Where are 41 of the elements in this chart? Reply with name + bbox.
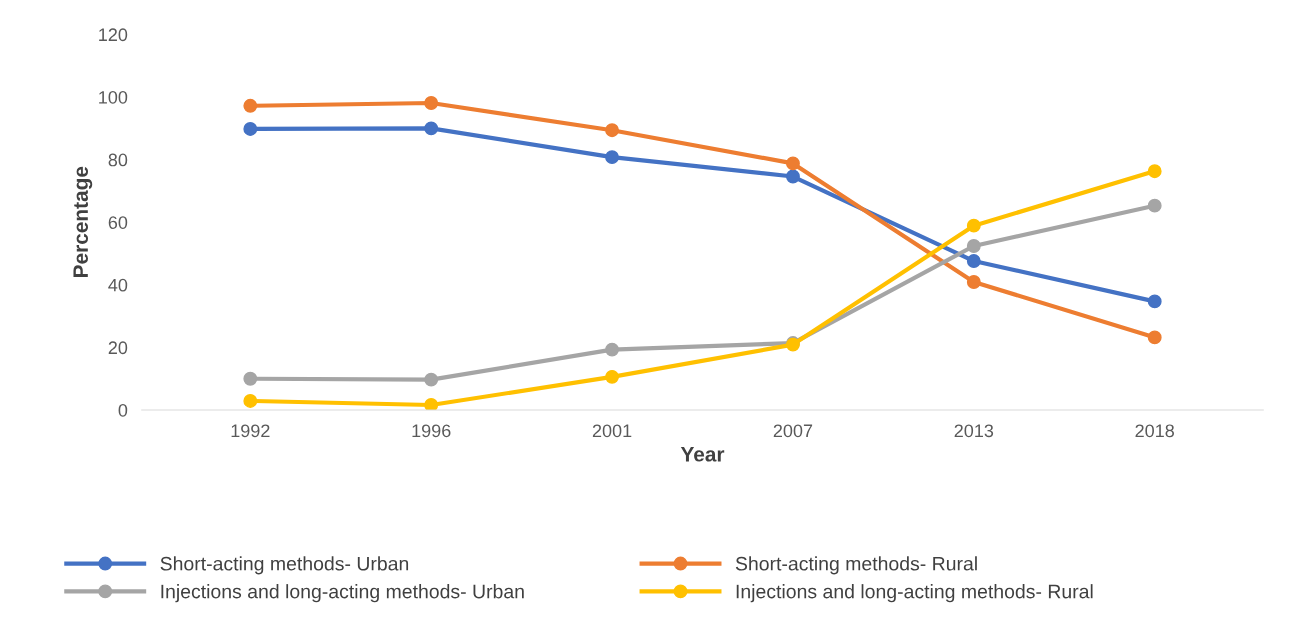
x-tick-label: 2018 (1135, 424, 1174, 438)
legend-label: Injections and long-acting methods- Urban (161, 584, 524, 603)
point (605, 123, 620, 138)
point (1147, 198, 1162, 213)
x-axis-title: Year (680, 447, 725, 462)
point (424, 96, 439, 110)
point (605, 369, 620, 384)
point (243, 98, 258, 113)
x-tick-label: 2013 (954, 424, 994, 438)
legend-label: Short-acting methods- Urban (160, 556, 409, 575)
y-tick-label: 20 (108, 341, 128, 355)
point (605, 150, 620, 165)
point (243, 122, 258, 136)
point (605, 342, 620, 357)
point (1147, 330, 1162, 345)
x-tick-label: 2001 (592, 424, 632, 438)
point (785, 169, 800, 184)
point (1147, 294, 1162, 309)
y-tick-label: 60 (108, 216, 128, 229)
x-tick-label: 2007 (773, 424, 813, 438)
y-axis-title: Percentage (73, 166, 93, 277)
x-tick-label: 1992 (231, 424, 270, 438)
legend-label: Injections and long-acting methods- Rural (736, 584, 1093, 603)
point (424, 121, 439, 136)
y-tick-label: 40 (108, 278, 128, 292)
point (966, 254, 981, 268)
y-tick-label: 80 (108, 153, 128, 167)
point (424, 398, 439, 411)
y-tick-label: 100 (99, 90, 128, 104)
point (966, 239, 981, 253)
point (785, 156, 800, 171)
point (966, 218, 981, 233)
point (966, 275, 981, 289)
point (424, 372, 439, 387)
point (1147, 164, 1162, 179)
x-tick-label: 1996 (412, 424, 451, 438)
point (243, 371, 258, 386)
point (243, 394, 258, 408)
legend-label: Short-acting methods- Rural (735, 556, 977, 575)
y-tick-label: 0 (118, 403, 128, 417)
y-tick-label: 120 (99, 28, 128, 42)
